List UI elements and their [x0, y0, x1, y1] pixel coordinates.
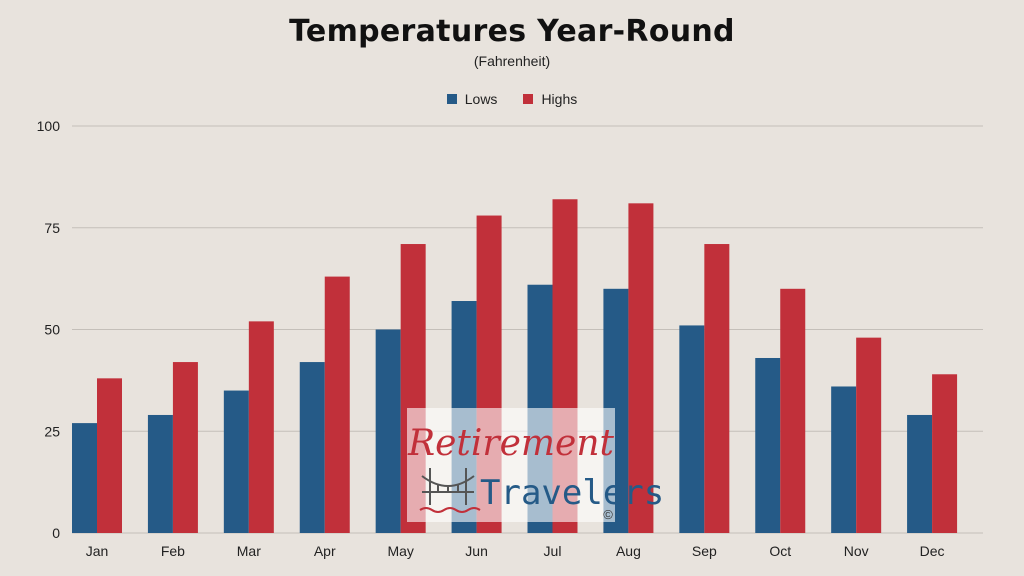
bar-highs [628, 203, 654, 533]
x-tick-label: Mar [237, 543, 261, 559]
x-tick-label: Jun [465, 543, 488, 559]
x-tick-label: Jul [544, 543, 562, 559]
y-tick-label: 100 [37, 118, 61, 134]
bar-lows [375, 329, 401, 533]
legend-label-highs: Highs [541, 91, 578, 107]
bar-highs [172, 362, 198, 533]
legend-swatch-lows [446, 94, 457, 104]
x-tick-label: Aug [616, 543, 641, 559]
watermark-background [407, 408, 615, 522]
axis-labels: 0 25 50 75 100 Jan Feb Mar Apr May Jun Jul Aug Sep Oct… [37, 118, 945, 559]
x-tick-label: Feb [161, 543, 185, 559]
y-tick-label: 50 [44, 322, 60, 338]
legend-label-lows: Lows [464, 91, 498, 107]
bridge-icon [419, 468, 481, 513]
copyright-symbol: © [603, 507, 613, 522]
chart-subtitle: (Fahrenheit) [473, 53, 551, 69]
bar-highs [248, 321, 274, 533]
x-tick-label: Oct [769, 543, 791, 559]
watermark-logo: Retirement Travelers © [407, 408, 664, 522]
legend-swatch-highs [523, 94, 534, 104]
bar-lows [907, 414, 933, 533]
y-tick-label: 25 [44, 423, 60, 439]
bar-highs [97, 378, 122, 533]
x-tick-label: May [387, 543, 413, 559]
bar-lows [831, 386, 857, 533]
legend-item-lows: Lows [446, 91, 498, 107]
bar-highs [780, 288, 806, 533]
legend-item-highs: Highs [523, 91, 577, 107]
bar-lows [147, 414, 173, 533]
x-tick-label: Sep [692, 543, 717, 559]
y-tick-label: 75 [44, 220, 60, 236]
x-tick-label: Dec [920, 543, 945, 559]
watermark-line2: Travelers [480, 473, 664, 513]
bar-lows [679, 325, 705, 533]
bar-highs [324, 276, 350, 533]
x-tick-label: Jan [86, 543, 109, 559]
bar-lows [223, 390, 249, 533]
bar-lows [755, 357, 781, 533]
chart-title: Temperatures Year-Round [289, 14, 735, 49]
y-tick-label: 0 [52, 525, 60, 541]
watermark-line1: Retirement [407, 423, 615, 464]
x-tick-label: Nov [844, 543, 869, 559]
bar-highs [932, 374, 958, 533]
x-tick-label: Apr [314, 543, 336, 559]
bar-highs [856, 337, 882, 533]
bar-lows [72, 423, 97, 533]
bar-lows [299, 362, 325, 533]
bar-highs [704, 244, 730, 533]
legend: Lows Highs [0, 91, 1024, 107]
